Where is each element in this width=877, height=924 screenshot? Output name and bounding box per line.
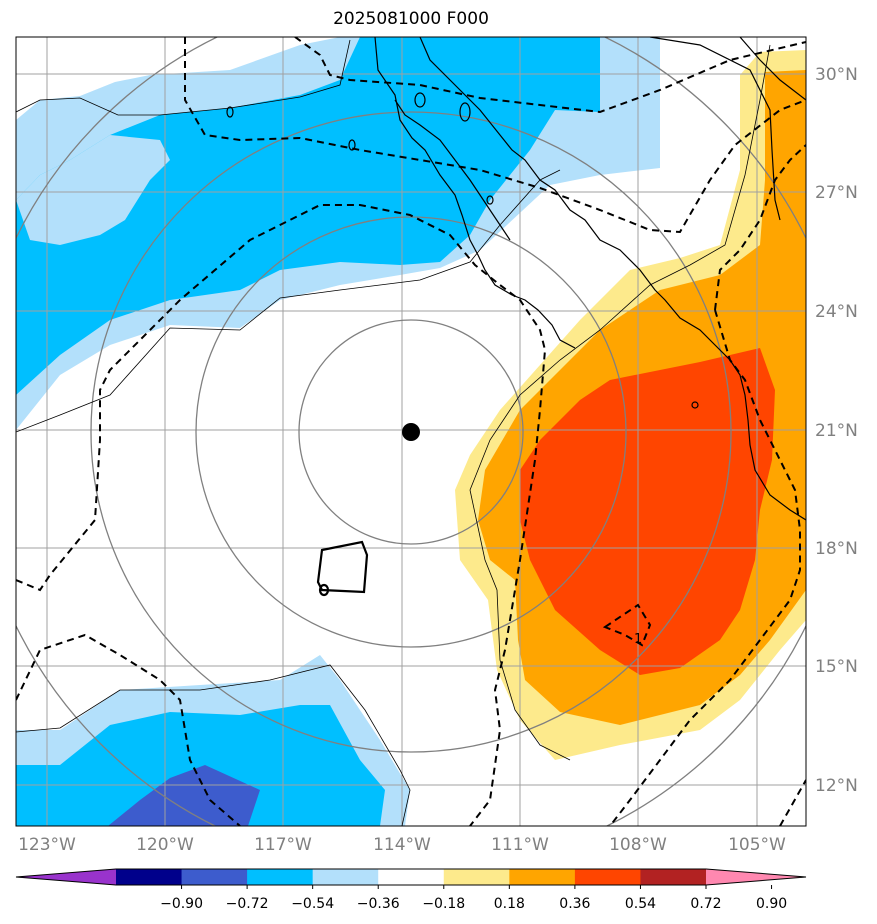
dashed-contours	[16, 37, 806, 826]
coastlines	[226, 37, 806, 521]
lon-label: 117°W	[254, 835, 312, 855]
colorbar-tick-label: −0.54	[291, 896, 334, 912]
island-shape-5	[691, 401, 699, 409]
contour-label: 1	[634, 632, 642, 647]
mainland-interior-line	[739, 37, 806, 101]
lon-label: 114°W	[373, 835, 431, 855]
lon-label: 123°W	[18, 835, 76, 855]
map-panel: 1	[15, 36, 807, 827]
colorbar-extension-low	[16, 869, 116, 885]
island-shape-1	[414, 92, 426, 108]
mainland-coast	[419, 37, 806, 521]
colorbar-tick-label: 0.72	[690, 896, 721, 912]
colorbar-segment	[378, 869, 445, 885]
colorbar-outline	[15, 868, 807, 886]
gulf-coast-inner	[394, 99, 511, 241]
island-shape-3	[226, 106, 234, 118]
colorbar-segment	[116, 869, 183, 885]
colorbar-segment	[574, 869, 641, 885]
island-shape-2	[459, 102, 471, 122]
colorbar-segment	[509, 869, 576, 885]
colorbar-segment	[443, 869, 510, 885]
colorbar-tick-label: −0.72	[226, 896, 269, 912]
upper-east-line	[649, 37, 781, 221]
storm-center-marker	[402, 423, 420, 441]
range-rings	[16, 37, 806, 826]
south-blue-region	[16, 705, 385, 826]
colorbar-tick-label: 0.54	[625, 896, 656, 912]
island-shape-6	[486, 195, 494, 205]
lat-label: 30°N	[815, 65, 858, 85]
west-light-blue-notch	[16, 135, 170, 245]
island-shape-4	[348, 139, 356, 151]
colorbar-tick-label: 0.90	[756, 896, 787, 912]
lat-label: 24°N	[815, 302, 858, 322]
colorbar: −0.90 −0.72 −0.54 −0.36 −0.18 0.18 0.36 0.54 0.7…	[15, 868, 807, 912]
map-frame	[15, 36, 807, 827]
map-title: 2025081000 F000	[333, 9, 489, 29]
lon-label: 105°W	[728, 835, 786, 855]
colorbar-segment	[247, 869, 314, 885]
colorbar-extension-high	[706, 869, 806, 885]
lat-label: 15°N	[815, 657, 858, 677]
baja-coast	[374, 37, 576, 349]
lat-label: 18°N	[815, 539, 858, 559]
north-blue-region	[16, 37, 600, 395]
colorbar-tick-label: −0.90	[160, 896, 203, 912]
colorbar-segment	[312, 869, 379, 885]
colorbar-tick-label: 0.18	[494, 896, 525, 912]
lon-label: 120°W	[136, 835, 194, 855]
lat-labels: 30°N 27°N 24°N 21°N 18°N 15°N 12°N	[815, 65, 858, 796]
lat-label: 21°N	[815, 421, 858, 441]
lon-labels: 123°W 120°W 117°W 114°W 111°W 108°W 105°…	[18, 835, 786, 855]
lat-label: 27°N	[815, 183, 858, 203]
lon-label: 111°W	[491, 835, 549, 855]
negative-shading	[16, 37, 660, 826]
lat-label: 12°N	[815, 776, 858, 796]
colorbar-segment	[181, 869, 248, 885]
thick-contour	[316, 540, 369, 597]
thin-contours	[16, 39, 771, 826]
colorbar-tick-label: −0.18	[422, 896, 465, 912]
colorbar-segment	[640, 869, 707, 885]
colorbar-tick-label: −0.36	[357, 896, 400, 912]
lon-label: 108°W	[609, 835, 667, 855]
colorbar-tick-label: 0.36	[559, 896, 590, 912]
